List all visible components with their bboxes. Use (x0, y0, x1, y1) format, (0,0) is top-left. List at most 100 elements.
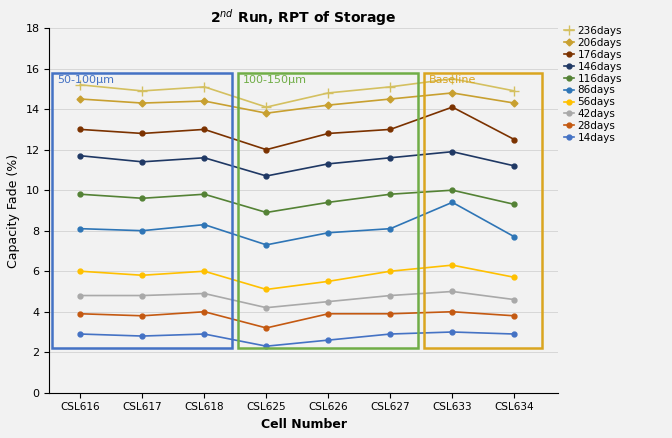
Line: 146days: 146days (78, 149, 517, 178)
206days (262, 110, 270, 116)
146days (77, 153, 85, 159)
176days (200, 127, 208, 132)
116days (77, 191, 85, 197)
176days (448, 105, 456, 110)
28days (325, 311, 333, 316)
42days (200, 291, 208, 296)
56days (510, 275, 518, 280)
14days (262, 343, 270, 349)
176days (77, 127, 85, 132)
Line: 42days: 42days (78, 289, 517, 310)
Bar (239, 73, 418, 348)
56days (262, 287, 270, 292)
42days (77, 293, 85, 298)
14days (448, 329, 456, 335)
116days (386, 191, 394, 197)
Line: 86days: 86days (78, 200, 517, 247)
116days (138, 196, 146, 201)
86days (262, 242, 270, 247)
206days (510, 100, 518, 106)
56days (386, 268, 394, 274)
146days (448, 149, 456, 154)
28days (138, 313, 146, 318)
206days (386, 96, 394, 102)
56days (325, 279, 333, 284)
236days (200, 84, 208, 89)
56days (200, 268, 208, 274)
14days (386, 332, 394, 337)
116days (448, 187, 456, 193)
236days (325, 90, 333, 95)
116days (200, 191, 208, 197)
Line: 206days: 206days (78, 91, 517, 116)
116days (325, 200, 333, 205)
86days (448, 200, 456, 205)
236days (386, 84, 394, 89)
236days (510, 88, 518, 94)
206days (138, 100, 146, 106)
236days (448, 76, 456, 81)
86days (386, 226, 394, 231)
236days (262, 105, 270, 110)
42days (262, 305, 270, 310)
86days (138, 228, 146, 233)
146days (325, 161, 333, 166)
Line: 28days: 28days (78, 309, 517, 330)
206days (448, 90, 456, 95)
Text: Baseline: Baseline (429, 75, 476, 85)
Y-axis label: Capacity Fade (%): Capacity Fade (%) (7, 153, 20, 268)
14days (510, 332, 518, 337)
28days (200, 309, 208, 314)
Line: 116days: 116days (78, 188, 517, 215)
116days (510, 202, 518, 207)
Legend: 236days, 206days, 176days, 146days, 116days, 86days, 56days, 42days, 28days, 14d: 236days, 206days, 176days, 146days, 116d… (564, 26, 622, 143)
176days (262, 147, 270, 152)
146days (262, 173, 270, 179)
86days (325, 230, 333, 235)
56days (77, 268, 85, 274)
206days (200, 99, 208, 104)
14days (325, 337, 333, 343)
42days (448, 289, 456, 294)
28days (386, 311, 394, 316)
28days (510, 313, 518, 318)
236days (138, 88, 146, 94)
Line: 176days: 176days (78, 105, 517, 152)
Bar (52, 73, 233, 348)
28days (448, 309, 456, 314)
42days (325, 299, 333, 304)
176days (510, 137, 518, 142)
86days (77, 226, 85, 231)
146days (138, 159, 146, 164)
146days (386, 155, 394, 160)
14days (138, 333, 146, 339)
X-axis label: Cell Number: Cell Number (261, 418, 347, 431)
Line: 236days: 236days (75, 74, 519, 112)
14days (77, 332, 85, 337)
116days (262, 210, 270, 215)
Line: 14days: 14days (78, 329, 517, 349)
14days (200, 332, 208, 337)
28days (262, 325, 270, 331)
236days (77, 82, 85, 88)
56days (448, 262, 456, 268)
Text: 50-100μm: 50-100μm (57, 75, 114, 85)
28days (77, 311, 85, 316)
206days (325, 102, 333, 108)
56days (138, 272, 146, 278)
Title: 2$^{nd}$ Run, RPT of Storage: 2$^{nd}$ Run, RPT of Storage (210, 7, 396, 28)
Text: 100-150μm: 100-150μm (243, 75, 307, 85)
176days (386, 127, 394, 132)
42days (386, 293, 394, 298)
86days (200, 222, 208, 227)
42days (510, 297, 518, 302)
42days (138, 293, 146, 298)
206days (77, 96, 85, 102)
Line: 56days: 56days (78, 263, 517, 292)
176days (138, 131, 146, 136)
Bar (425, 73, 542, 348)
146days (200, 155, 208, 160)
146days (510, 163, 518, 169)
176days (325, 131, 333, 136)
86days (510, 234, 518, 240)
